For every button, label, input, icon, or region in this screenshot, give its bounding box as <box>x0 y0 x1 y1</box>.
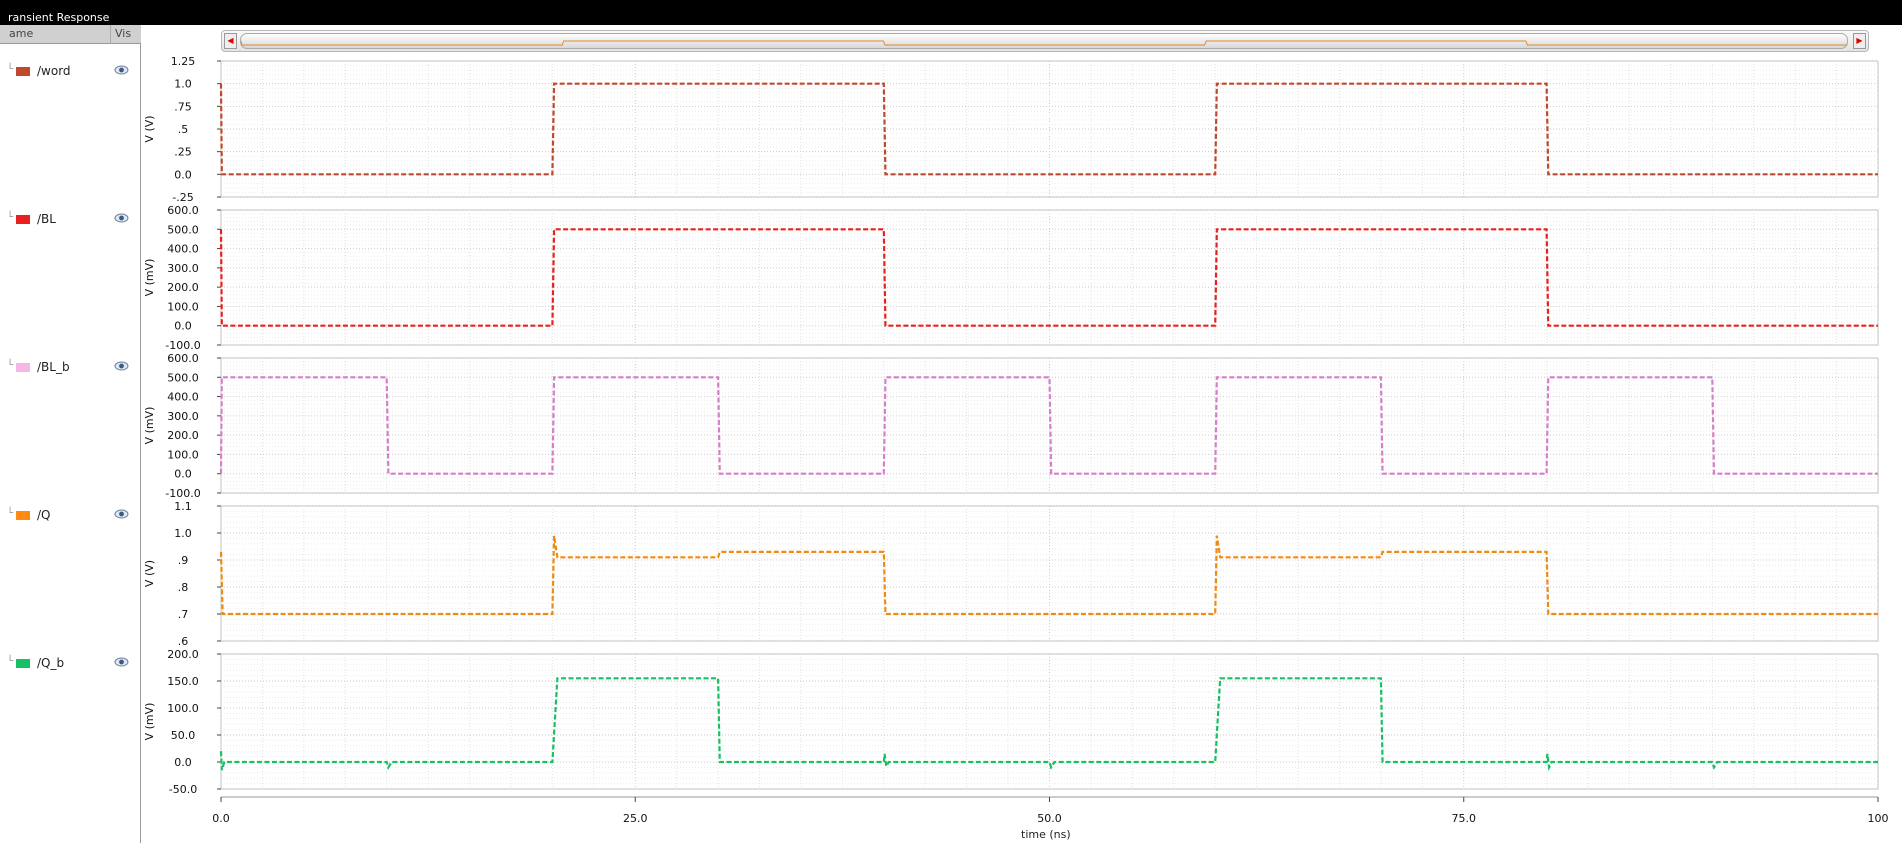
y-tick-label: 400.0 <box>167 391 199 404</box>
signal-row[interactable]: └ /BL_b <box>0 360 140 378</box>
series-line[interactable] <box>219 677 1878 772</box>
y-tick-label: -100.0 <box>165 339 200 352</box>
y-axis-label: V (mV) <box>143 259 156 297</box>
y-tick-label: 300.0 <box>167 262 199 275</box>
y-tick-label: .8 <box>178 581 189 594</box>
y-tick-label: 400.0 <box>167 243 199 256</box>
eye-icon[interactable] <box>114 359 129 373</box>
subplot-Q: .6 .7 .8 .9 1.0 1.1 V (V) <box>143 500 1879 648</box>
y-tick-label: 300.0 <box>167 410 199 423</box>
signal-name: /BL <box>37 212 56 226</box>
tree-branch-icon: └ <box>7 656 14 667</box>
y-tick-label: 200.0 <box>167 429 199 442</box>
plot-frame <box>220 209 1879 346</box>
y-tick-label: 100.0 <box>167 448 199 461</box>
signal-row[interactable]: └ /Q <box>0 508 140 526</box>
eye-icon[interactable] <box>114 63 129 77</box>
color-swatch <box>16 363 30 372</box>
x-tick-label: 50.0 <box>1037 812 1062 825</box>
y-tick-label: 0.0 <box>174 756 192 769</box>
subplot-word: -.25 0.0 .25 .5 .75 1.0 1.25 V (V) <box>143 55 1879 204</box>
y-tick-label: 600.0 <box>167 352 199 365</box>
y-tick-label: 1.25 <box>171 55 196 68</box>
y-tick-label: .6 <box>178 635 189 648</box>
subplot-BL_b: -100.0 0.0 100.0 200.0 300.0 400.0 500.0 600.0 V… <box>143 352 1879 500</box>
y-tick-label: .5 <box>178 123 189 136</box>
series-line[interactable] <box>219 82 1878 176</box>
color-swatch <box>16 67 30 76</box>
y-tick-label: 100.0 <box>167 702 199 715</box>
y-tick-label: -100.0 <box>165 487 200 500</box>
y-tick-label: 500.0 <box>167 223 199 236</box>
signal-name: /BL_b <box>37 360 70 374</box>
signal-name: /Q_b <box>37 656 65 670</box>
y-axis-label: V (mV) <box>143 407 156 445</box>
x-tick-label: 25.0 <box>623 812 648 825</box>
y-tick-label: 0.0 <box>174 468 192 481</box>
signal-name: /Q <box>37 508 51 522</box>
arrow-right-icon[interactable]: ▶ <box>1853 33 1866 49</box>
y-tick-label: .7 <box>178 608 189 621</box>
arrow-left-icon[interactable]: ◀ <box>224 33 237 49</box>
color-swatch <box>16 659 30 668</box>
y-tick-label: 200.0 <box>167 281 199 294</box>
y-tick-label: 600.0 <box>167 204 199 217</box>
y-tick-label: 0.0 <box>174 168 192 181</box>
y-tick-label: -50.0 <box>169 783 197 796</box>
y-axis-label: V (V) <box>143 560 156 587</box>
scrollbar-thumb[interactable] <box>240 33 1848 49</box>
name-column-header[interactable]: ame <box>9 27 34 40</box>
signal-list-header: ame Vis <box>0 25 141 44</box>
tree-branch-icon: └ <box>7 508 14 519</box>
y-tick-label: 200.0 <box>167 648 199 661</box>
vis-column-header[interactable]: Vis <box>110 25 131 44</box>
x-tick-label: 100 <box>1868 812 1889 825</box>
window-titlebar: ransient Response <box>0 0 1902 25</box>
y-tick-label: 1.1 <box>174 500 192 513</box>
tree-branch-icon: └ <box>7 212 14 223</box>
signal-row[interactable]: └ /BL <box>0 212 140 230</box>
overview-trace <box>241 40 1847 46</box>
y-tick-label: 150.0 <box>167 675 199 688</box>
color-swatch <box>16 511 30 520</box>
y-axis-label: V (mV) <box>143 703 156 741</box>
plot-frame <box>220 505 1879 642</box>
signal-list-panel: ame Vis └ /word └ /BL └ /BL_b └ /Q └ /Q_b <box>0 25 141 843</box>
series-line[interactable] <box>219 376 1878 475</box>
y-axis-label: V (V) <box>143 115 156 142</box>
tree-branch-icon: └ <box>7 64 14 75</box>
signal-row[interactable]: └ /word <box>0 64 140 82</box>
eye-icon[interactable] <box>114 655 129 669</box>
x-axis-label: time (ns) <box>1021 828 1071 841</box>
y-tick-label: 0.0 <box>174 320 192 333</box>
window-title: ransient Response <box>8 11 1902 24</box>
y-tick-label: 1.0 <box>174 78 192 91</box>
y-tick-label: .75 <box>174 100 192 113</box>
series-line[interactable] <box>219 535 1878 616</box>
eye-icon[interactable] <box>114 211 129 225</box>
y-tick-label: 500.0 <box>167 371 199 384</box>
time-scrollbar[interactable]: ◀ ▶ <box>221 30 1869 52</box>
eye-icon[interactable] <box>114 507 129 521</box>
y-tick-label: .9 <box>178 554 189 567</box>
signal-name: /word <box>37 64 71 78</box>
y-tick-label: 100.0 <box>167 300 199 313</box>
subplot-Q_b: -50.0 0.0 50.0 100.0 150.0 200.0 V (mV) <box>143 648 1879 796</box>
overview-line <box>241 40 1847 46</box>
y-tick-label: 1.0 <box>174 527 192 540</box>
y-tick-label: -.25 <box>172 191 193 204</box>
y-tick-label: .25 <box>174 146 192 159</box>
x-tick-label: 0.0 <box>212 812 230 825</box>
signal-row[interactable]: └ /Q_b <box>0 656 140 674</box>
color-swatch <box>16 215 30 224</box>
tree-branch-icon: └ <box>7 360 14 371</box>
subplot-BL: -100.0 0.0 100.0 200.0 300.0 400.0 500.0 600.0 V… <box>143 204 1879 352</box>
x-tick-label: 75.0 <box>1452 812 1477 825</box>
y-tick-label: 50.0 <box>171 729 196 742</box>
series-line[interactable] <box>219 228 1878 327</box>
